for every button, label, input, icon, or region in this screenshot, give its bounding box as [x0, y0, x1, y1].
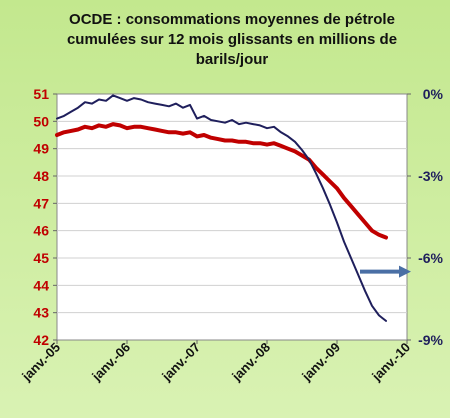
left-tick-label: 50 — [33, 113, 49, 129]
left-tick-label: 46 — [33, 223, 49, 239]
title-line-2: cumulées sur 12 mois glissants en millio… — [67, 31, 397, 48]
plot-area — [56, 93, 408, 341]
series-lines — [55, 94, 388, 322]
left-tick-label: 49 — [33, 141, 49, 157]
chart-title: OCDE : consommations moyennes de pétrole… — [67, 11, 397, 68]
left-tick-label: 44 — [33, 277, 49, 293]
right-tick-label: -6% — [418, 250, 443, 266]
title-line-3: barils/jour — [196, 51, 269, 68]
left-tick-label: 42 — [33, 332, 49, 348]
right-tick-label: -9% — [418, 332, 443, 348]
right-tick-label: 0% — [423, 86, 444, 102]
left-tick-label: 51 — [33, 86, 49, 102]
title-line-1: OCDE : consommations moyennes de pétrole — [69, 11, 395, 28]
left-tick-label: 47 — [33, 195, 49, 211]
series-line-left-axis — [55, 122, 388, 240]
left-tick-label: 45 — [33, 250, 49, 266]
left-tick-label: 48 — [33, 168, 49, 184]
right-axis: 0% -3% -6% -9% — [407, 86, 444, 348]
left-tick-label: 43 — [33, 305, 49, 321]
left-axis: 42 43 44 45 46 47 48 49 50 51 — [33, 86, 57, 348]
annotation-arrow — [360, 265, 411, 278]
series-line-right-axis — [56, 94, 387, 322]
right-tick-label: -3% — [418, 168, 443, 184]
arrow-head — [399, 265, 411, 278]
